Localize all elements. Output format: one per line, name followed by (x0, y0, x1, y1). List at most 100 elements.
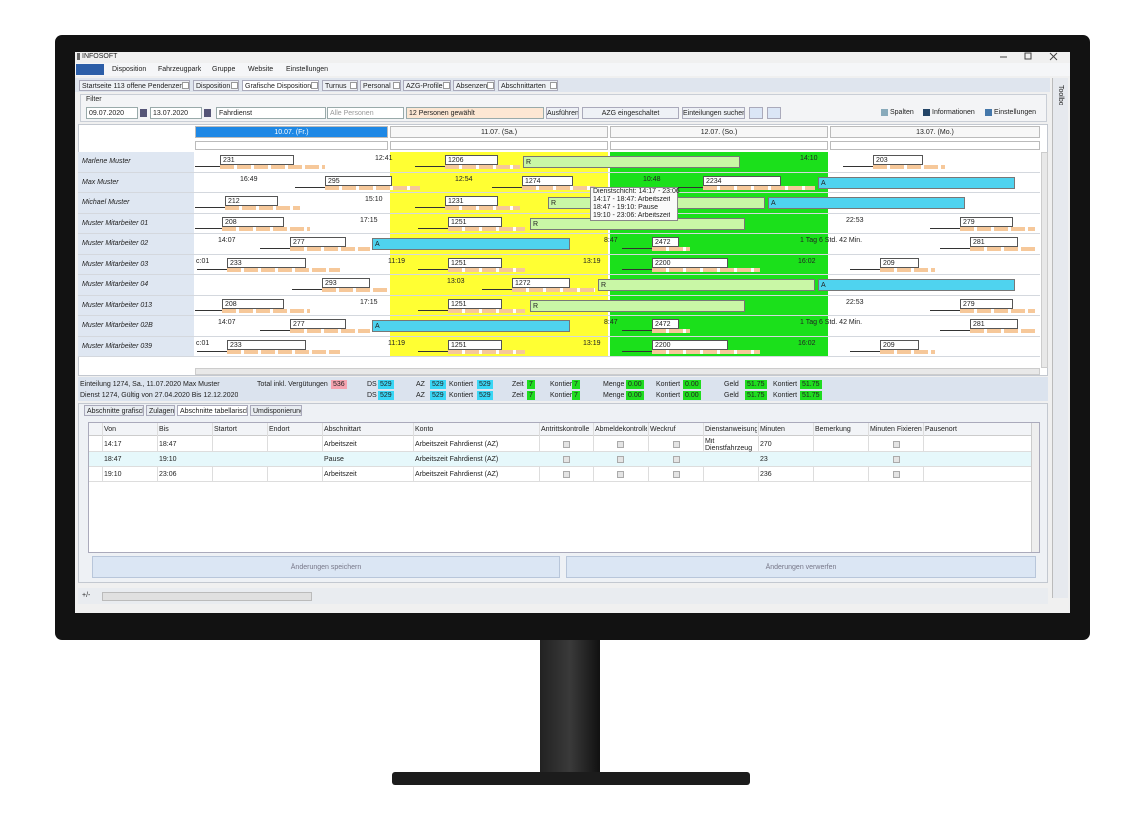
checkbox[interactable] (893, 471, 900, 478)
shift-box[interactable]: 231 (220, 155, 294, 165)
employee-name[interactable]: Muster Mitarbeiter 02B (82, 322, 153, 329)
tab-close[interactable] (550, 82, 557, 89)
absence-bar[interactable]: A (818, 279, 1015, 291)
tab[interactable]: Abschnittarten (498, 80, 558, 91)
absence-bar[interactable]: A (768, 197, 965, 209)
toggle-button[interactable]: +/- (82, 592, 91, 599)
tab[interactable]: Startseite 113 offene Pendenzen (79, 80, 190, 91)
shift-box[interactable]: 209 (880, 339, 919, 350)
shift-box[interactable]: 277 (290, 237, 346, 247)
column-header[interactable]: Antrittskontrolle (541, 426, 590, 433)
day-header[interactable]: 13.07. (Mo.) (830, 126, 1040, 138)
shift-box[interactable]: 1251 (448, 298, 502, 309)
shift-box[interactable]: 1251 (448, 257, 502, 268)
column-header[interactable]: Dienstanweisung (705, 426, 757, 433)
calendar-icon[interactable] (204, 109, 211, 117)
detail-tab[interactable]: Umdisponierung (250, 405, 302, 416)
shift-box[interactable]: 2472 (652, 237, 679, 247)
shift-box[interactable]: 233 (227, 257, 307, 268)
checkbox[interactable] (563, 441, 570, 448)
checkbox[interactable] (673, 456, 680, 463)
tab[interactable]: AZG-Profile (403, 80, 451, 91)
shift-box[interactable]: 2234 (703, 175, 782, 186)
toolbox-label[interactable]: Toolbox (1057, 85, 1064, 105)
employee-name[interactable]: Muster Mitarbeiter 013 (82, 301, 153, 309)
detail-tab[interactable]: Abschnitte tabellarisch (177, 405, 248, 416)
employee-name[interactable]: Muster Mitarbeiter 039 (82, 342, 153, 350)
tab[interactable]: Personal (360, 80, 401, 91)
checkbox[interactable] (617, 471, 624, 478)
shift-box[interactable]: 233 (227, 339, 307, 350)
employee-name[interactable]: Muster Mitarbeiter 01 (82, 219, 149, 227)
checkbox[interactable] (563, 456, 570, 463)
absence-bar[interactable]: A (372, 320, 570, 332)
column-header[interactable]: Abschnittart (324, 426, 361, 433)
shift-box[interactable]: 281 (970, 237, 1018, 247)
shift-box[interactable]: 2472 (652, 319, 679, 329)
tab[interactable]: Disposition (193, 80, 239, 91)
checkbox[interactable] (563, 471, 570, 478)
column-header[interactable]: Bemerkung (815, 426, 851, 433)
shift-box[interactable]: 277 (290, 319, 346, 329)
shift-box[interactable]: 209 (880, 257, 919, 268)
shift-box[interactable]: 279 (960, 216, 1013, 227)
shift-box[interactable]: 1231 (445, 196, 498, 206)
day-header[interactable]: 11.07. (Sa.) (390, 126, 608, 138)
table-row[interactable] (89, 437, 1039, 452)
dropdown-menu[interactable]: Informationen (932, 109, 975, 116)
tab-close[interactable] (231, 82, 238, 89)
tab-close[interactable] (443, 82, 450, 89)
input-field[interactable]: 12 Personen gewählt (406, 107, 544, 119)
table-row[interactable] (89, 467, 1039, 482)
input-field[interactable]: 13.07.2020 (150, 107, 202, 119)
shift-box[interactable]: 279 (960, 298, 1013, 309)
input-field[interactable]: 09.07.2020 (86, 107, 138, 119)
tab-close[interactable] (311, 82, 318, 89)
column-header[interactable]: Minuten (760, 426, 785, 433)
shift-box[interactable]: 2200 (652, 257, 728, 268)
shift-box[interactable]: 212 (225, 196, 278, 206)
shift-box[interactable]: 2200 (652, 339, 728, 350)
shift-box[interactable]: 295 (325, 175, 392, 186)
menu-item[interactable]: Website (248, 66, 274, 73)
checkbox[interactable] (893, 456, 900, 463)
checkbox[interactable] (617, 456, 624, 463)
tab[interactable]: Turnus (322, 80, 358, 91)
day-header[interactable]: 12.07. (So.) (610, 126, 828, 138)
column-header[interactable]: Pausenort (925, 426, 957, 433)
button[interactable]: Änderungen speichern (92, 556, 560, 578)
tab-close[interactable] (393, 82, 400, 89)
column-header[interactable]: Startort (214, 426, 237, 433)
column-header[interactable]: Konto (415, 426, 434, 433)
shift-box[interactable]: 281 (970, 319, 1018, 329)
button[interactable]: Änderungen verwerfen (566, 556, 1036, 578)
input-field[interactable]: Alle Personen (327, 107, 404, 119)
detail-tab[interactable]: Zulagen (146, 405, 175, 416)
reserve-bar[interactable]: R (598, 279, 815, 291)
dropdown-menu[interactable]: Spalten (890, 109, 914, 116)
column-header[interactable]: Bis (159, 426, 169, 433)
employee-name[interactable]: Marlene Muster (82, 158, 131, 165)
checkbox[interactable] (673, 471, 680, 478)
menu-item[interactable]: Gruppe (212, 66, 236, 73)
shift-box[interactable]: 293 (322, 278, 370, 288)
tab[interactable]: Absenzen (453, 80, 495, 91)
shift-box[interactable]: 1274 (522, 175, 574, 186)
checkbox[interactable] (617, 441, 624, 448)
absence-bar[interactable]: A (372, 238, 570, 250)
tab-close[interactable] (182, 82, 189, 89)
column-header[interactable]: Von (104, 426, 117, 433)
shift-box[interactable]: 203 (873, 155, 924, 165)
shift-box[interactable]: 1272 (512, 278, 571, 288)
button[interactable]: Ausführen (546, 107, 579, 119)
icon-button[interactable] (767, 107, 781, 119)
shift-box[interactable]: 1251 (448, 339, 502, 350)
button[interactable]: Einteilungen suchen (682, 107, 745, 119)
menu-item[interactable]: Einstellungen (286, 66, 329, 73)
column-header[interactable]: Endort (269, 426, 290, 433)
reserve-bar[interactable]: R (530, 299, 745, 312)
column-header[interactable]: Minuten Fixieren (870, 426, 922, 433)
employee-name[interactable]: Michael Muster (82, 199, 130, 206)
icon-button[interactable] (749, 107, 763, 119)
tab-close[interactable] (487, 82, 494, 89)
